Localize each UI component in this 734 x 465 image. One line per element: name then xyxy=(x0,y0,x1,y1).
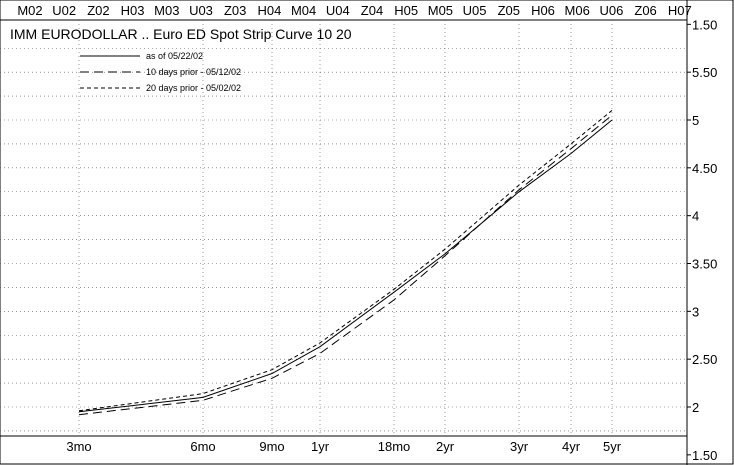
x-tick-label: 6mo xyxy=(190,439,215,454)
y-tick-label: 4.50 xyxy=(692,161,717,176)
top-tick-label: U06 xyxy=(599,3,623,18)
grid xyxy=(0,20,687,436)
top-tick-label: M04 xyxy=(291,3,316,18)
top-tick-label: U03 xyxy=(189,3,213,18)
x-tick-label: 3mo xyxy=(66,439,91,454)
x-tick-label: 18mo xyxy=(378,439,411,454)
x-tick-label: 3yr xyxy=(510,439,529,454)
top-tick-label: H03 xyxy=(121,3,145,18)
series-line-20-days-prior xyxy=(78,110,613,412)
top-tick-label: H05 xyxy=(394,3,418,18)
top-tick-label: M03 xyxy=(154,3,179,18)
top-tick-label: U04 xyxy=(326,3,350,18)
series-line-current xyxy=(78,119,613,413)
legend-label-current: as of 05/22/02 xyxy=(146,51,203,61)
y-tick-label: 4 xyxy=(692,209,699,224)
top-tick-label: M02 xyxy=(17,3,42,18)
top-contract-ticks: M02 U02 Z02 H03 M03 U03 Z03 H04 M04 U04 Z04 H05 M05 U… xyxy=(17,3,691,18)
y-tick-label: 3 xyxy=(692,304,699,319)
y-tick-label: 1.50 xyxy=(692,17,717,32)
y-tick-label: 5.50 xyxy=(692,65,717,80)
top-tick-label: M05 xyxy=(428,3,453,18)
top-tick-label: Z04 xyxy=(361,3,383,18)
series-line-10-days-prior xyxy=(78,114,613,416)
top-tick-label: Z02 xyxy=(87,3,109,18)
top-tick-label: H06 xyxy=(531,3,555,18)
y-tick-label: 2 xyxy=(692,400,699,415)
legend-label-10-days: 10 days prior - 05/12/02 xyxy=(146,67,241,77)
series-lines xyxy=(78,110,613,416)
y-tick-label: 2.50 xyxy=(692,352,717,367)
chart-title: IMM EURODOLLAR .. Euro ED Spot Strip Cur… xyxy=(10,26,352,42)
top-tick-label: U02 xyxy=(52,3,76,18)
legend: as of 05/22/02 10 days prior - 05/12/02 … xyxy=(80,51,241,93)
top-tick-label: U05 xyxy=(463,3,487,18)
top-tick-label: H04 xyxy=(257,3,281,18)
x-tick-label: 9mo xyxy=(259,439,284,454)
top-tick-label: Z05 xyxy=(498,3,520,18)
top-tick-label: M06 xyxy=(565,3,590,18)
top-tick-label: Z03 xyxy=(224,3,246,18)
y-tick-label: 3.50 xyxy=(692,257,717,272)
legend-label-20-days: 20 days prior - 05/02/02 xyxy=(146,83,241,93)
x-tick-label: 2yr xyxy=(436,439,455,454)
x-tick-label: 1yr xyxy=(311,439,330,454)
x-tick-label: 5yr xyxy=(603,439,622,454)
y-tick-label: 1.50 xyxy=(692,448,717,463)
top-tick-label: Z06 xyxy=(634,3,656,18)
x-tick-label: 4yr xyxy=(562,439,581,454)
y-tick-label: 5 xyxy=(692,113,699,128)
top-tick-label: H07 xyxy=(668,3,692,18)
x-axis-ticks: 3mo 6mo 9mo 1yr 18mo 2yr 3yr 4yr 5yr xyxy=(66,439,621,454)
y-axis-ticks: 1.50 2 2.50 3 3.50 4 4.50 5 5.50 1.50 xyxy=(687,17,717,463)
